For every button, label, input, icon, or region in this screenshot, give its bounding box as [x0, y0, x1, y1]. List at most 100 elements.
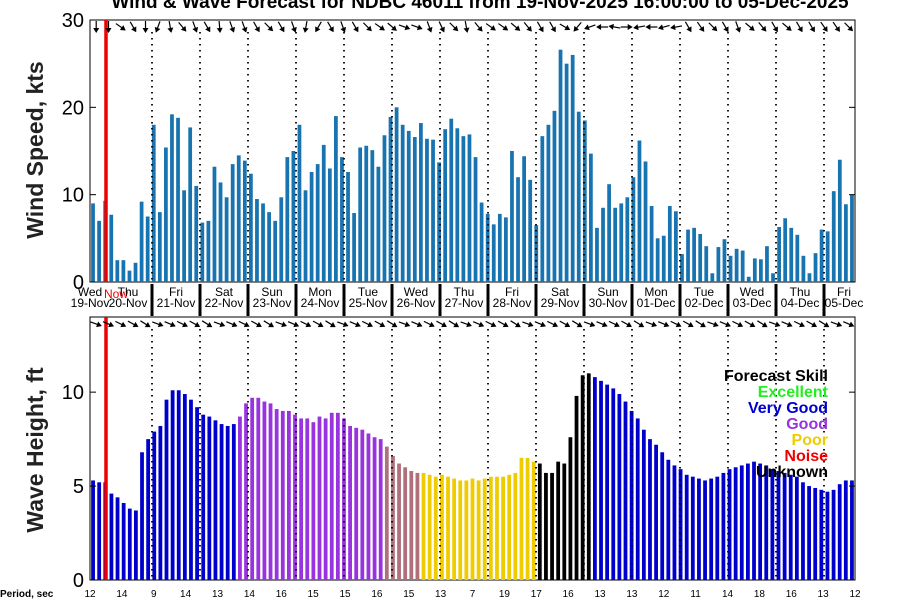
wave-bar	[354, 427, 359, 580]
wave-bar	[727, 469, 732, 580]
wind-speed-panel: 0 10 20 30	[62, 10, 856, 294]
wave-bar	[268, 403, 273, 580]
day-name-label: Fri	[169, 285, 183, 299]
wind-direction-arrow	[549, 21, 556, 33]
wave-ytick-label: 10	[62, 382, 84, 404]
wind-direction-arrow	[584, 24, 596, 31]
day-name-label: Mon	[644, 285, 667, 299]
wind-bar	[552, 110, 557, 282]
wind-direction-arrow	[167, 20, 174, 33]
wave-direction-arrow	[164, 321, 176, 328]
wind-direction-arrow	[229, 21, 236, 33]
wave-direction-arrow	[213, 321, 226, 328]
wind-bar	[340, 157, 344, 282]
wind-bar	[795, 234, 800, 282]
wave-bar	[311, 422, 316, 580]
wave-bar	[531, 461, 536, 580]
wind-bar	[425, 138, 429, 282]
wave-bar	[574, 395, 579, 580]
wind-direction-arrow	[808, 21, 815, 33]
wind-bar	[309, 171, 314, 282]
wind-direction-arrow	[573, 22, 582, 32]
wave-bar	[660, 452, 665, 580]
wind-bar	[455, 128, 460, 282]
wave-bar	[335, 412, 340, 580]
wind-bar	[431, 139, 435, 282]
wave-bar	[201, 414, 206, 580]
wind-bar	[655, 238, 660, 282]
wind-direction-arrow	[142, 21, 149, 33]
period-label: 13	[435, 589, 447, 600]
wind-bar	[370, 150, 375, 282]
wind-bar	[831, 191, 836, 282]
wave-bar	[629, 410, 634, 580]
period-label: 7	[470, 589, 476, 600]
wave-direction-arrow	[670, 320, 682, 328]
wave-direction-arrow	[361, 320, 373, 328]
legend-title: Forecast Skill	[724, 368, 828, 385]
wave-bar	[746, 463, 750, 580]
wave-bar	[605, 384, 610, 580]
legend-unknown: Unknown	[756, 464, 828, 481]
wave-direction-arrow	[830, 321, 843, 328]
wind-bar	[224, 197, 229, 282]
wave-bar	[262, 401, 267, 580]
wind-bar	[133, 262, 138, 282]
wind-plot-frame	[89, 19, 856, 283]
wave-direction-arrow	[485, 320, 497, 328]
day-name-label: Wed	[404, 285, 428, 299]
wave-direction-arrow	[152, 321, 164, 328]
wind-bar	[825, 231, 830, 282]
wave-bar	[182, 394, 187, 580]
wind-direction-arrow	[253, 21, 260, 33]
wind-direction-arrow	[398, 24, 411, 31]
wind-bar	[400, 124, 405, 282]
wave-direction-arrow	[744, 320, 756, 328]
wind-direction-arrow	[154, 21, 161, 33]
wind-bar	[540, 136, 545, 282]
wind-bar	[667, 206, 672, 282]
wave-direction-arrow	[312, 320, 324, 328]
wind-direction-arrow	[708, 22, 718, 32]
wave-bar	[721, 472, 726, 580]
wave-bar	[250, 397, 255, 580]
wave-bar	[782, 472, 787, 580]
wind-bar	[752, 258, 757, 282]
wind-bar	[710, 273, 715, 282]
wind-direction-arrow	[645, 24, 658, 30]
wave-bar	[617, 394, 622, 580]
wave-bar	[464, 480, 469, 580]
wave-bar	[384, 446, 389, 580]
day-name-label: Wed	[740, 285, 764, 299]
wave-direction-arrow	[547, 320, 559, 328]
wave-bar	[788, 474, 793, 580]
wind-bar	[461, 136, 466, 282]
wind-direction-arrow	[620, 24, 633, 30]
wave-direction-arrow	[621, 320, 632, 328]
wave-bar	[378, 439, 383, 580]
wind-bar	[819, 229, 824, 282]
day-name-label: Sat	[215, 285, 234, 299]
wave-bar	[623, 401, 628, 580]
day-name-label: Sun	[597, 285, 618, 299]
wind-bar	[595, 227, 599, 282]
wind-bar	[522, 156, 526, 282]
wave-bar	[709, 478, 714, 580]
day-date-label: 28-Nov	[493, 296, 532, 310]
wave-direction-arrow	[583, 321, 596, 328]
wind-bar	[267, 212, 271, 282]
wind-bar	[261, 203, 265, 282]
wave-direction-arrow	[460, 321, 472, 328]
wave-bar	[299, 418, 304, 580]
wave-bar	[176, 390, 181, 580]
wind-bar	[504, 217, 508, 282]
wind-bar	[674, 211, 678, 282]
wind-bar	[631, 177, 636, 282]
wave-bar	[342, 418, 346, 580]
wind-bar	[649, 206, 654, 282]
wind-bar	[327, 168, 332, 282]
day-axis: Wed19-NovThu20-NovFri21-NovSat22-NovSun2…	[71, 284, 863, 316]
wind-bar	[127, 270, 132, 282]
wind-direction-arrow	[820, 21, 828, 32]
wind-bar	[164, 147, 168, 282]
